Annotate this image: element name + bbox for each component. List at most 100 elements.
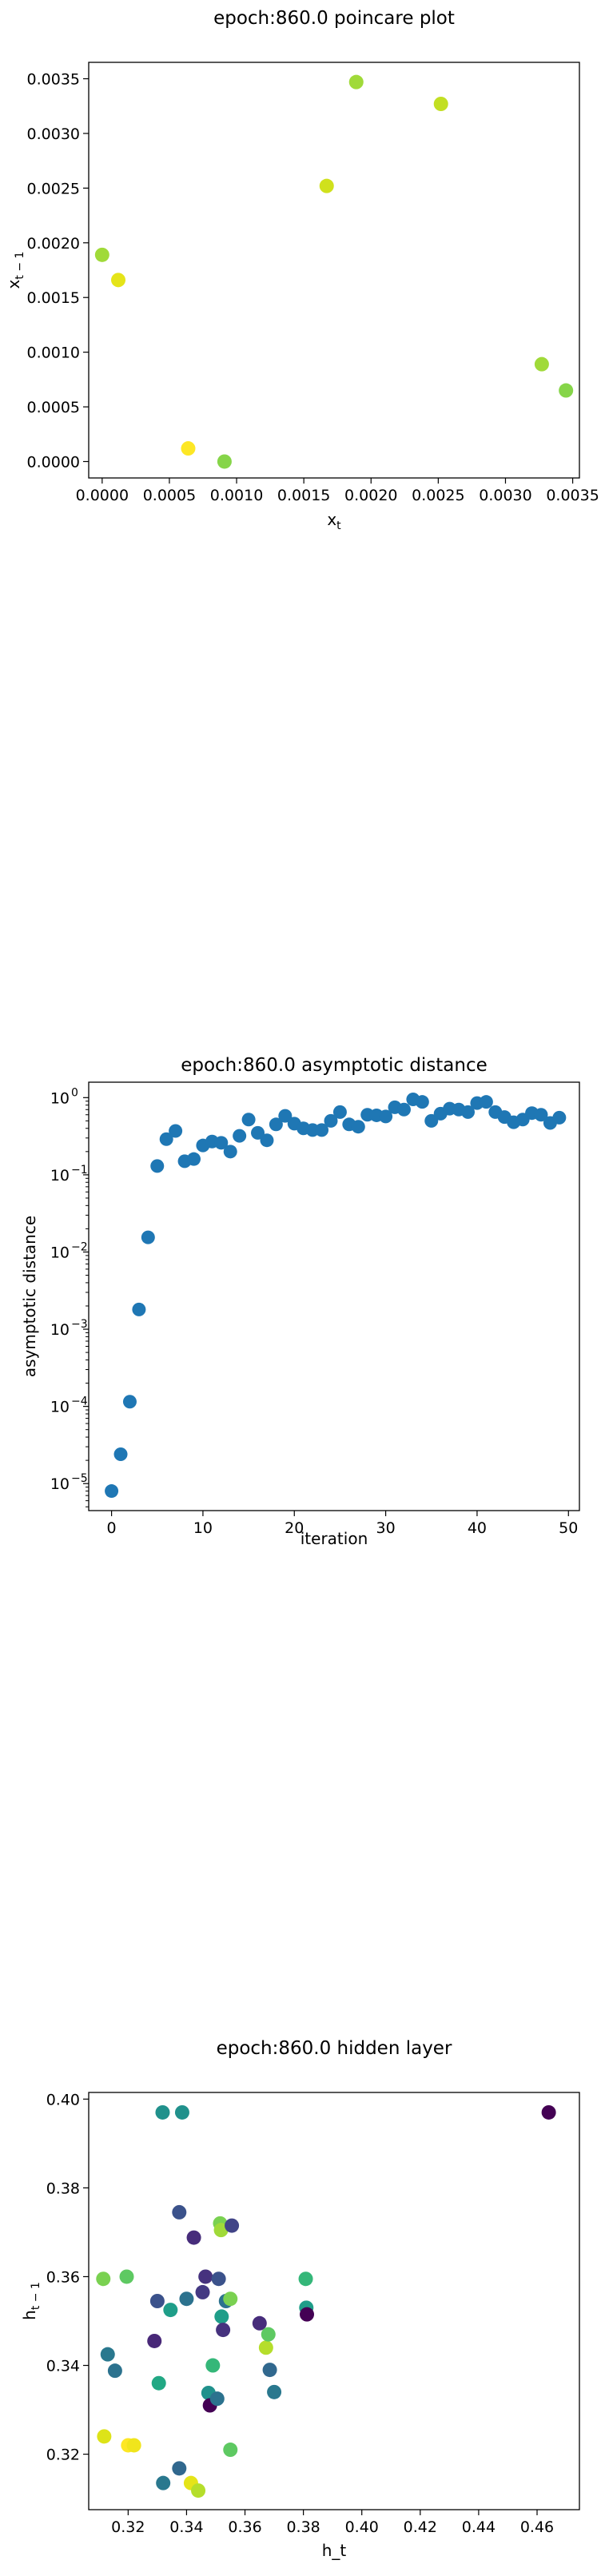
scatter-point: [156, 2475, 171, 2490]
y-tick-label: 0.0000: [27, 453, 80, 471]
scatter-point: [348, 74, 364, 90]
scatter-point: [233, 1129, 247, 1143]
scatter-point: [332, 1105, 347, 1119]
y-tick-label: 10: [50, 1475, 70, 1493]
scatter-point: [213, 2223, 229, 2238]
plot-frame: [88, 1081, 580, 1511]
scatter-point: [107, 2363, 122, 2379]
x-tick-label: 0.0035: [546, 487, 599, 504]
x-tick-label: 20: [285, 1519, 304, 1537]
scatter-point: [195, 2284, 210, 2299]
scatter-point: [119, 2269, 134, 2284]
scatter-point: [141, 1230, 155, 1244]
scatter-point: [300, 2307, 315, 2322]
chart-title: epoch:860.0 asymptotic distance: [181, 1055, 488, 1076]
scatter-point: [181, 441, 196, 456]
scatter-point: [205, 2358, 221, 2373]
asymptotic-figure: epoch:860.0 asymptotic distance 0 10 20 30 4…: [0, 1047, 601, 1654]
x-axis-label: xt: [327, 510, 341, 532]
x-tick-label: 0.0005: [143, 487, 196, 504]
y-tick-label: 0.40: [46, 2091, 80, 2108]
asymptotic-distance-chart: epoch:860.0 asymptotic distance 0 10 20 30 4…: [20, 1055, 580, 1548]
scatter-point: [151, 2375, 166, 2391]
x-tick-label: 0.42: [404, 2518, 437, 2536]
scatter-point: [252, 2315, 267, 2331]
y-tick-label: 10: [50, 1321, 70, 1339]
scatter-point: [159, 1132, 173, 1146]
x-tick-label: 0.34: [169, 2518, 203, 2536]
scatter-point: [217, 454, 232, 469]
x-tick-label: 0.0020: [344, 487, 397, 504]
x-tick-label: 0.36: [228, 2518, 261, 2536]
scatter-point: [534, 1108, 548, 1122]
scatter-point: [241, 1113, 256, 1127]
x-axis-label: h_t: [322, 2541, 347, 2560]
scatter-point: [267, 2384, 282, 2399]
x-tick-label: 0.38: [286, 2518, 320, 2536]
scatter-point: [396, 1102, 411, 1117]
y-tick-label: 10: [50, 1244, 70, 1261]
scatter-point: [186, 2230, 201, 2245]
scatter-point: [209, 2391, 225, 2407]
poincare-figure: epoch:860.0 poincare plot 0.0000 0.0005 0.…: [0, 0, 601, 887]
scatter-point: [315, 1123, 329, 1137]
scatter-point: [163, 2303, 178, 2318]
y-axis-label: ht − 1: [20, 2282, 42, 2320]
x-tick-label: 0.0010: [210, 487, 263, 504]
scatter-point: [225, 2218, 240, 2233]
y-tick-label: 0.0035: [27, 71, 80, 89]
y-tick-exponent: 0: [71, 1086, 78, 1099]
y-tick-label: 0.0010: [27, 344, 80, 362]
y-axis-label: asymptotic distance: [20, 1216, 39, 1377]
hidden-layer-chart: epoch:860.0 hidden layer 0.32 0.34 0.36 0.3…: [20, 2038, 580, 2560]
y-tick-exponent: −1: [71, 1164, 88, 1177]
y-tick-label: 0.38: [46, 2180, 80, 2197]
scatter-point: [552, 1110, 567, 1125]
scatter-point: [351, 1120, 365, 1134]
scatter-point: [191, 2483, 206, 2498]
x-axis-label: iteration: [300, 1529, 368, 1548]
scatter-point: [278, 1109, 293, 1123]
scatter-point: [433, 97, 448, 111]
scatter-point: [541, 2104, 556, 2120]
scatter-point: [534, 356, 549, 372]
x-tick-label: 0.32: [111, 2518, 145, 2536]
y-tick-label: 0.0030: [27, 125, 80, 143]
x-tick-label: 50: [559, 1519, 578, 1537]
scatter-point: [155, 2104, 170, 2120]
y-tick-exponent: −5: [71, 1472, 88, 1485]
scatter-point: [211, 2271, 226, 2287]
x-tick-label: 0.0025: [412, 487, 464, 504]
plot-frame: [88, 62, 580, 479]
y-axis-label: xt − 1: [4, 252, 26, 289]
scatter-point: [198, 2269, 213, 2284]
scatter-point: [461, 1105, 476, 1119]
y-tick-exponent: −3: [71, 1318, 88, 1331]
scatter-point: [216, 2323, 231, 2338]
x-tick-label: 30: [376, 1519, 396, 1537]
y-tick-exponent: −2: [71, 1240, 88, 1253]
scatter-point: [96, 2271, 111, 2287]
chart-title: epoch:860.0 poincare plot: [213, 8, 455, 29]
x-tick-label: 0.0015: [277, 487, 330, 504]
scatter-point: [186, 1152, 201, 1166]
scatter-point: [100, 2347, 115, 2362]
scatter-point: [214, 2309, 229, 2324]
scatter-point: [179, 2291, 194, 2307]
scatter-point: [261, 2327, 276, 2342]
scatter-point: [379, 1109, 393, 1124]
scatter-point: [319, 178, 334, 193]
scatter-point: [126, 2438, 141, 2453]
x-tick-label: 40: [468, 1519, 487, 1537]
scatter-point: [559, 383, 574, 398]
x-tick-label: 0.0030: [479, 487, 531, 504]
poincare-plot-chart: epoch:860.0 poincare plot 0.0000 0.0005 0.…: [4, 8, 599, 532]
y-tick-label: 0.0005: [27, 399, 80, 416]
scatter-point: [424, 1113, 439, 1128]
y-tick-label: 0.0020: [27, 235, 80, 253]
x-tick-label: 0.40: [345, 2518, 379, 2536]
x-tick-label: 10: [193, 1519, 213, 1537]
scatter-point: [105, 1484, 119, 1499]
plot-frame: [88, 2092, 580, 2510]
y-tick-label: 0.32: [46, 2447, 80, 2464]
